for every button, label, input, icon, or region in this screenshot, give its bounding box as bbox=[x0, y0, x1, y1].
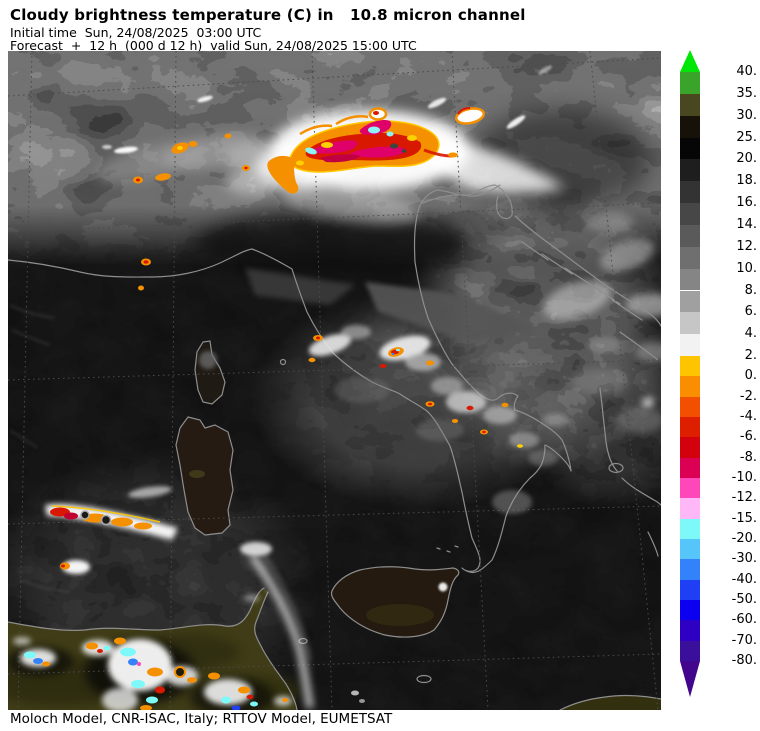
colorbar-tick-label: 2. bbox=[744, 348, 757, 364]
elba-island bbox=[279, 358, 287, 366]
credit-line: Moloch Model, CNR-ISAC, Italy; RTTOV Mod… bbox=[10, 711, 393, 727]
colorbar-tick-label: -8. bbox=[739, 449, 757, 465]
colorbar-segment bbox=[680, 640, 700, 661]
italy-coastline bbox=[8, 184, 572, 574]
colorbar-tick-label: 8. bbox=[744, 282, 757, 298]
libya-coast bbox=[559, 694, 661, 710]
colorbar-segment bbox=[680, 93, 700, 116]
croatian-islands bbox=[521, 241, 643, 321]
malta-island bbox=[416, 674, 432, 684]
colorbar-tick-label: -2. bbox=[739, 388, 757, 404]
colorbar-segment bbox=[680, 203, 700, 225]
colorbar-tick-label: 0. bbox=[744, 368, 757, 384]
corfu-island bbox=[608, 462, 624, 474]
island-sicily bbox=[330, 566, 460, 638]
colorbar-tick-label: 30. bbox=[736, 107, 757, 123]
west-med-wisps bbox=[9, 304, 71, 593]
initial-time-line: Initial time Sun, 24/08/2025 03:00 UTC bbox=[10, 25, 262, 40]
colorbar-tick-label: 14. bbox=[736, 216, 757, 232]
satellite-map bbox=[8, 51, 661, 710]
albania-greece-coast bbox=[599, 387, 661, 557]
dalmatia-coast bbox=[619, 331, 659, 361]
colorbar-tick-label: 25. bbox=[736, 129, 757, 145]
page-title: Cloudy brightness temperature (C) in 10.… bbox=[10, 6, 526, 24]
colorbar-tick-label: 18. bbox=[736, 173, 757, 189]
colorbar-tick-label: -15. bbox=[731, 510, 757, 526]
colorbar-tick-label: -10. bbox=[731, 470, 757, 486]
colorbar-segment bbox=[680, 457, 700, 479]
cloud-field-ionian bbox=[525, 340, 661, 510]
colorbar-segment bbox=[680, 579, 700, 600]
colorbar-arrow-down bbox=[680, 661, 700, 697]
western-alps-cells bbox=[133, 133, 250, 291]
colorbar: 40. 35. 30. 25. 20. 18. 16. 14. 12. 10. 8. 6. 4. 2. 0.… bbox=[680, 50, 757, 730]
colorbar-arrow-up bbox=[680, 50, 700, 72]
colorbar-tick-label: -30. bbox=[731, 551, 757, 567]
colorbar-tick-label: -12. bbox=[731, 490, 757, 506]
colorbar-segment bbox=[680, 312, 700, 335]
colorbar-tick-label: -40. bbox=[731, 571, 757, 587]
tunisia-coast bbox=[8, 587, 298, 710]
colorbar-segment bbox=[680, 181, 700, 204]
colorbar-segment bbox=[680, 600, 700, 621]
colorbar-tick-label: -6. bbox=[739, 429, 757, 445]
colorbar-segment bbox=[680, 268, 700, 291]
coastlines bbox=[8, 184, 661, 710]
colorbar-tick-label: -50. bbox=[731, 592, 757, 607]
colorbar-segment bbox=[680, 539, 700, 560]
apennine-cells bbox=[308, 325, 620, 514]
colorbar-segment bbox=[680, 498, 700, 519]
colorbar-segment bbox=[680, 437, 700, 458]
colorbar-tick-label: 20. bbox=[736, 151, 757, 167]
colorbar-tick-label: 6. bbox=[744, 304, 757, 320]
colorbar-segment bbox=[680, 72, 700, 94]
colorbar-tick-label: -70. bbox=[731, 632, 757, 648]
colorbar-segments bbox=[680, 72, 700, 661]
colorbar-tick-label: 16. bbox=[736, 195, 757, 211]
colorbar-segment bbox=[680, 396, 700, 418]
colorbar-segment bbox=[680, 159, 700, 182]
colorbar-segment bbox=[680, 518, 700, 540]
colorbar-tick-label: -4. bbox=[739, 409, 757, 425]
croatia-coastline bbox=[514, 215, 661, 327]
colorbar-tick-label: 35. bbox=[736, 85, 757, 101]
colorbar-segment bbox=[680, 417, 700, 438]
aeolian-islands bbox=[436, 545, 459, 553]
colorbar-tick-label: 10. bbox=[736, 260, 757, 276]
colorbar-tick-label: -20. bbox=[731, 531, 757, 547]
balearic-convective-line bbox=[45, 486, 178, 574]
colorbar-segment bbox=[680, 478, 700, 499]
island-sardinia bbox=[175, 416, 234, 536]
colorbar-segment bbox=[680, 559, 700, 580]
forecast-line: Forecast + 12 h (000 d 12 h) valid Sun, … bbox=[10, 38, 417, 53]
colorbar-segment bbox=[680, 224, 700, 247]
south-cirrus-band bbox=[240, 542, 365, 709]
colorbar-segment bbox=[680, 290, 700, 313]
cirrus-streaks-north bbox=[102, 65, 553, 154]
colorbar-segment bbox=[680, 115, 700, 138]
etna-cloud bbox=[438, 582, 448, 592]
colorbar-tick-label: 4. bbox=[744, 326, 757, 342]
alps-convective-system bbox=[267, 107, 486, 194]
colorbar-tick-label: 12. bbox=[736, 238, 757, 254]
colorbar-tick-label: -80. bbox=[731, 653, 757, 668]
island-corsica bbox=[194, 340, 226, 405]
colorbar-segment bbox=[680, 376, 700, 397]
colorbar-tick-label: -60. bbox=[731, 612, 757, 628]
colorbar-segment bbox=[680, 356, 700, 377]
africa-convective-clusters bbox=[13, 594, 292, 710]
colorbar-segment bbox=[680, 334, 700, 357]
colorbar-segment bbox=[680, 620, 700, 641]
gulf-of-venice-coast bbox=[422, 184, 501, 204]
colorbar-tick-label: 40. bbox=[736, 64, 757, 79]
land-libya-corner bbox=[560, 695, 661, 710]
balkan-bright-patches bbox=[543, 211, 661, 433]
colorbar-segment bbox=[680, 137, 700, 160]
graticule bbox=[8, 51, 661, 710]
colorbar-segment bbox=[680, 246, 700, 269]
colorbar-labels: 40. 35. 30. 25. 20. 18. 16. 14. 12. 10. 8. 6. 4. 2. 0.… bbox=[713, 65, 757, 672]
